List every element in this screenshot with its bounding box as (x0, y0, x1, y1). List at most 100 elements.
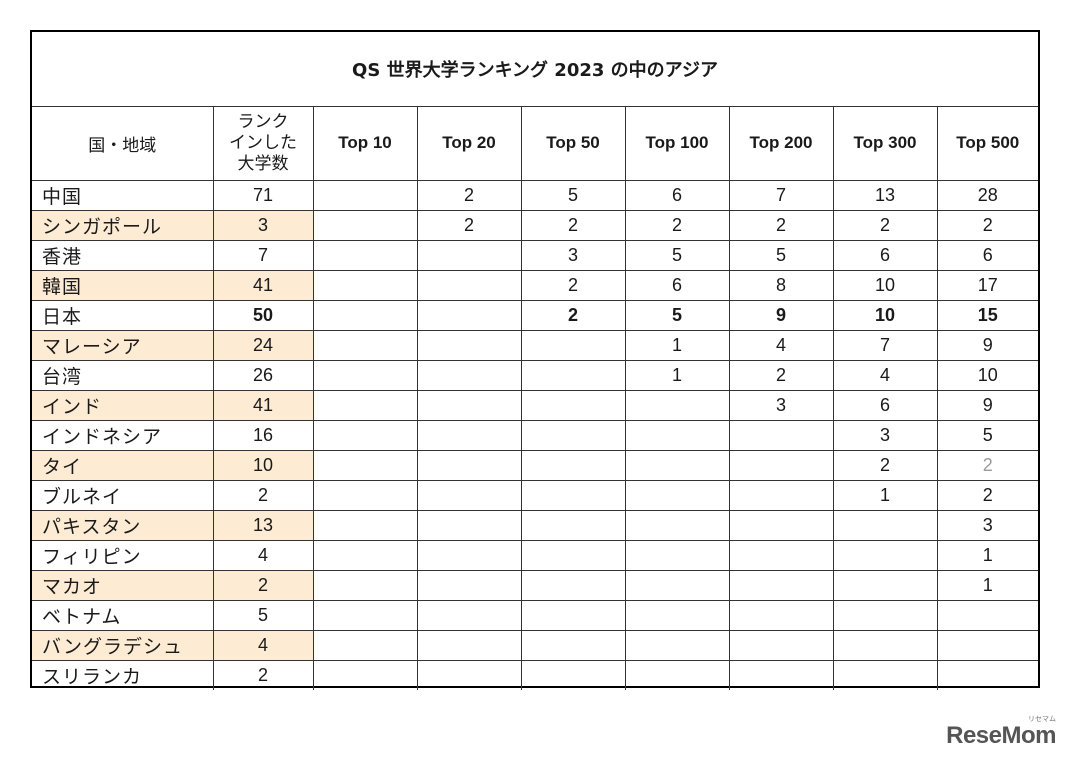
top-count-cell (832, 629, 938, 661)
ranked-count-cell: 10 (212, 449, 314, 481)
top-count-cell: 4 (832, 359, 938, 391)
header-top-50: Top 50 (520, 105, 626, 181)
top-count-cell (728, 599, 834, 631)
top-count-cell (624, 659, 730, 690)
country-cell: ブルネイ (32, 479, 214, 511)
top-count-cell: 2 (832, 209, 938, 241)
ranked-count-cell: 24 (212, 329, 314, 361)
top-count-cell (312, 509, 418, 541)
top-count-cell: 9 (936, 329, 1038, 361)
top-count-cell (728, 659, 834, 690)
top-count-cell (936, 659, 1038, 690)
country-cell: 中国 (32, 179, 214, 211)
ranked-count-cell: 5 (212, 599, 314, 631)
top-count-cell (520, 449, 626, 481)
top-count-cell: 4 (728, 329, 834, 361)
top-count-cell: 2 (416, 209, 522, 241)
top-count-cell (520, 629, 626, 661)
ranked-count-cell: 2 (212, 479, 314, 511)
top-count-cell: 1 (936, 569, 1038, 601)
table-row: パキスタン 13 3 (32, 509, 1038, 541)
top-count-cell (312, 269, 418, 301)
country-cell: インド (32, 389, 214, 421)
top-count-cell (728, 509, 834, 541)
header-top-500: Top 500 (936, 105, 1038, 181)
header-top-10: Top 10 (312, 105, 418, 181)
top-count-cell (312, 479, 418, 511)
top-count-cell (312, 209, 418, 241)
ranked-count-cell: 26 (212, 359, 314, 391)
top-count-cell (312, 419, 418, 451)
header-top-300: Top 300 (832, 105, 938, 181)
country-cell: フィリピン (32, 539, 214, 571)
top-count-cell: 1 (832, 479, 938, 511)
top-count-cell (312, 329, 418, 361)
top-count-cell: 2 (728, 359, 834, 391)
top-count-cell: 2 (936, 479, 1038, 511)
top-count-cell (416, 629, 522, 661)
country-cell: ベトナム (32, 599, 214, 631)
top-count-cell (312, 599, 418, 631)
ranked-count-cell: 16 (212, 419, 314, 451)
top-count-cell (832, 599, 938, 631)
ranked-count-cell: 2 (212, 659, 314, 690)
country-cell: マレーシア (32, 329, 214, 361)
table-row: マカオ 2 1 (32, 569, 1038, 601)
country-cell: バングラデシュ (32, 629, 214, 661)
top-count-cell (416, 509, 522, 541)
top-count-cell (936, 629, 1038, 661)
top-count-cell: 6 (832, 239, 938, 271)
country-cell: シンガポール (32, 209, 214, 241)
ranked-count-cell: 2 (212, 569, 314, 601)
top-count-cell: 9 (936, 389, 1038, 421)
top-count-cell: 2 (728, 209, 834, 241)
top-count-cell (312, 569, 418, 601)
top-count-cell (416, 389, 522, 421)
header-row: 国・地域 ランク インした 大学数 Top 10 Top 20 Top 50 T… (32, 105, 1038, 181)
top-count-cell (624, 449, 730, 481)
ranked-count-cell: 71 (212, 179, 314, 211)
table-row: 日本 50 2 5 9 10 15 (32, 299, 1038, 331)
top-count-cell: 2 (416, 179, 522, 211)
top-count-cell (416, 539, 522, 571)
ranking-table-container: QS 世界大学ランキング 2023 の中のアジア 国・地域 ランク インした 大… (30, 30, 1040, 690)
top-count-cell (312, 359, 418, 391)
table-row: ベトナム 5 (32, 599, 1038, 631)
header-top-100: Top 100 (624, 105, 730, 181)
country-cell: 台湾 (32, 359, 214, 391)
top-count-cell: 1 (624, 359, 730, 391)
top-count-cell: 5 (728, 239, 834, 271)
table-row: インドネシア 16 3 5 (32, 419, 1038, 451)
top-count-cell: 2 (936, 449, 1038, 481)
table-row: マレーシア 24 1 4 7 9 (32, 329, 1038, 361)
country-cell: インドネシア (32, 419, 214, 451)
top-count-cell (624, 629, 730, 661)
top-count-cell (416, 419, 522, 451)
top-count-cell (728, 629, 834, 661)
top-count-cell (520, 359, 626, 391)
top-count-cell (624, 479, 730, 511)
top-count-cell (728, 539, 834, 571)
top-count-cell (624, 389, 730, 421)
top-count-cell (520, 539, 626, 571)
top-count-cell (416, 329, 522, 361)
top-count-cell: 6 (624, 179, 730, 211)
top-count-cell: 7 (832, 329, 938, 361)
top-count-cell: 3 (520, 239, 626, 271)
top-count-cell (728, 479, 834, 511)
table-row: 台湾 26 1 2 4 10 (32, 359, 1038, 391)
top-count-cell (416, 449, 522, 481)
top-count-cell: 10 (832, 269, 938, 301)
top-count-cell (312, 659, 418, 690)
top-count-cell: 9 (728, 299, 834, 331)
top-count-cell: 1 (936, 539, 1038, 571)
top-count-cell (416, 299, 522, 331)
ranked-count-cell: 4 (212, 629, 314, 661)
table-row: 中国 71 2 5 6 7 13 28 (32, 179, 1038, 211)
ranked-count-cell: 41 (212, 269, 314, 301)
top-count-cell (312, 629, 418, 661)
top-count-cell (520, 659, 626, 690)
top-count-cell (416, 269, 522, 301)
country-cell: スリランカ (32, 659, 214, 690)
top-count-cell: 15 (936, 299, 1038, 331)
